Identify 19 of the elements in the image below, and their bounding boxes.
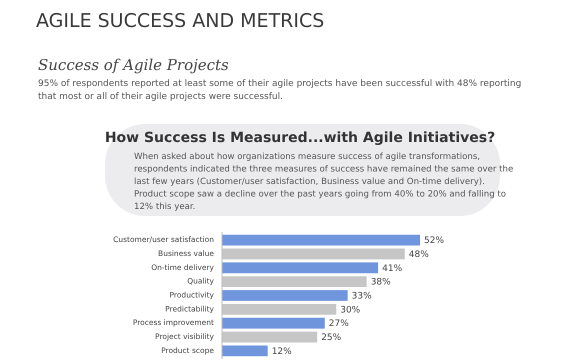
data-label: 27% bbox=[328, 319, 350, 330]
chart-subtitle: How Success Is Measured...with Agile Initiatives? bbox=[104, 130, 496, 146]
bar bbox=[222, 346, 268, 356]
data-label: 30% bbox=[340, 305, 361, 316]
chart-title: AGILE SUCCESS AND METRICS bbox=[36, 10, 324, 32]
data-label: 38% bbox=[370, 278, 392, 288]
data-label: 12% bbox=[272, 346, 292, 357]
bar bbox=[222, 318, 325, 329]
data-label: 25% bbox=[321, 333, 342, 344]
bar bbox=[222, 290, 348, 301]
text: Success of Agile Projects bbox=[38, 56, 230, 74]
data-label: 52% bbox=[424, 236, 444, 246]
text: When asked about how organizations measure success of agile transformations, respondents indicated the three measures of success have remained the same over the last few years (Customer/user satisfaction, Business value and On-time delivery). Product scope saw a decline over the past years going from 40% to 20% and falling to 12% this year. bbox=[134, 152, 514, 212]
bar bbox=[222, 234, 420, 246]
data-label: 48% bbox=[408, 250, 430, 260]
data-label: 41% bbox=[382, 264, 403, 274]
text: 95% of respondents reported at least some of their agile projects have been successful with 48% reporting that most or all of their agile projects were successful. bbox=[38, 79, 522, 102]
data-label: 33% bbox=[352, 292, 372, 302]
bar bbox=[222, 262, 378, 274]
